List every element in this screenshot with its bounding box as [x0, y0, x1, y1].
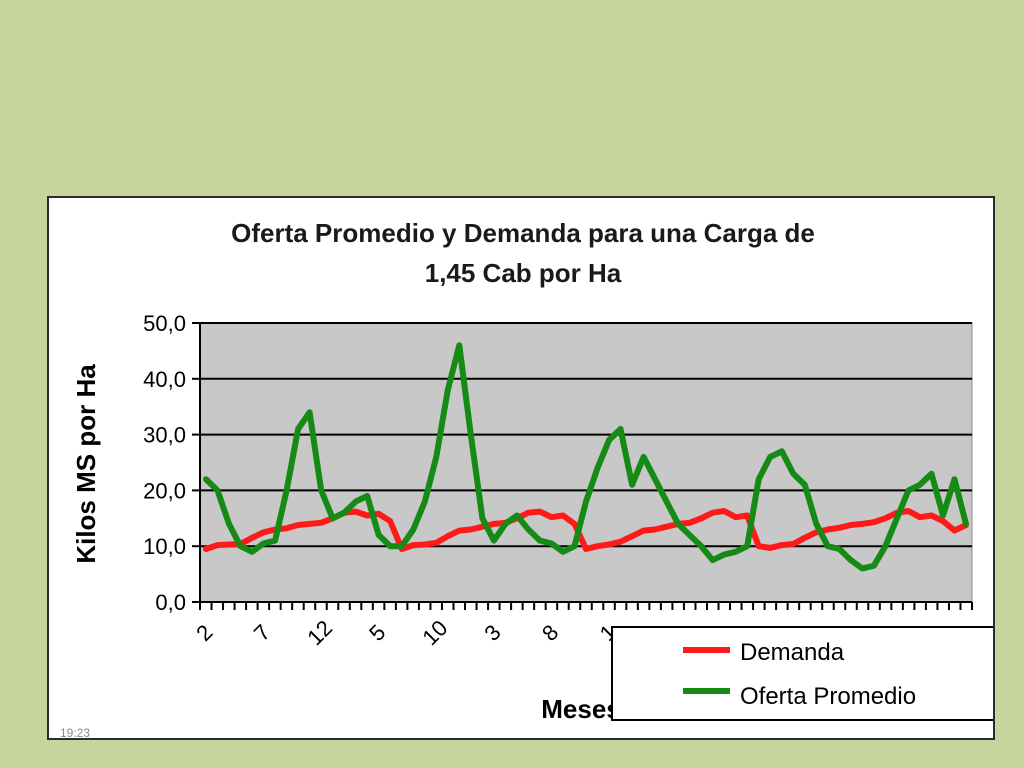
y-tick-label: 30,0 — [143, 423, 186, 448]
legend-label-demanda: Demanda — [740, 639, 845, 666]
legend-box — [611, 626, 993, 721]
gridlines — [200, 322, 972, 548]
x-tick-label: 3 — [479, 620, 505, 646]
x-tick-label: 2 — [191, 620, 217, 646]
x-tick-label: 12 — [302, 615, 337, 650]
y-axis-label: Kilos MS por Ha — [71, 364, 101, 564]
chart-title-line1: Oferta Promedio y Demanda para una Carga… — [231, 218, 815, 248]
y-tick-label: 50,0 — [143, 311, 186, 336]
x-tick-label: 7 — [249, 620, 275, 646]
x-tick-label: 10 — [417, 615, 452, 650]
y-tick-label: 20,0 — [143, 478, 186, 503]
series-lines — [203, 342, 969, 572]
legend: Demanda Oferta Promedio — [611, 626, 993, 721]
legend-label-oferta: Oferta Promedio — [740, 683, 916, 710]
y-axis-ticks: 0,0 10,0 20,0 30,0 40,0 50,0 — [143, 311, 200, 615]
x-axis-label: Meses — [541, 694, 621, 724]
y-tick-label: 10,0 — [143, 534, 186, 559]
chart-title-line2: 1,45 Cab por Ha — [425, 258, 622, 288]
y-tick-label: 40,0 — [143, 367, 186, 392]
line-chart: Oferta Promedio y Demanda para una Carga… — [71, 218, 993, 724]
slide-timestamp: 19:23 — [60, 726, 91, 740]
chart-frame: Oferta Promedio y Demanda para una Carga… — [47, 196, 995, 740]
y-tick-label: 0,0 — [155, 590, 186, 615]
x-tick-label: 5 — [364, 620, 390, 646]
x-tick-label: 8 — [537, 620, 563, 646]
series-line-oferta — [203, 342, 969, 572]
